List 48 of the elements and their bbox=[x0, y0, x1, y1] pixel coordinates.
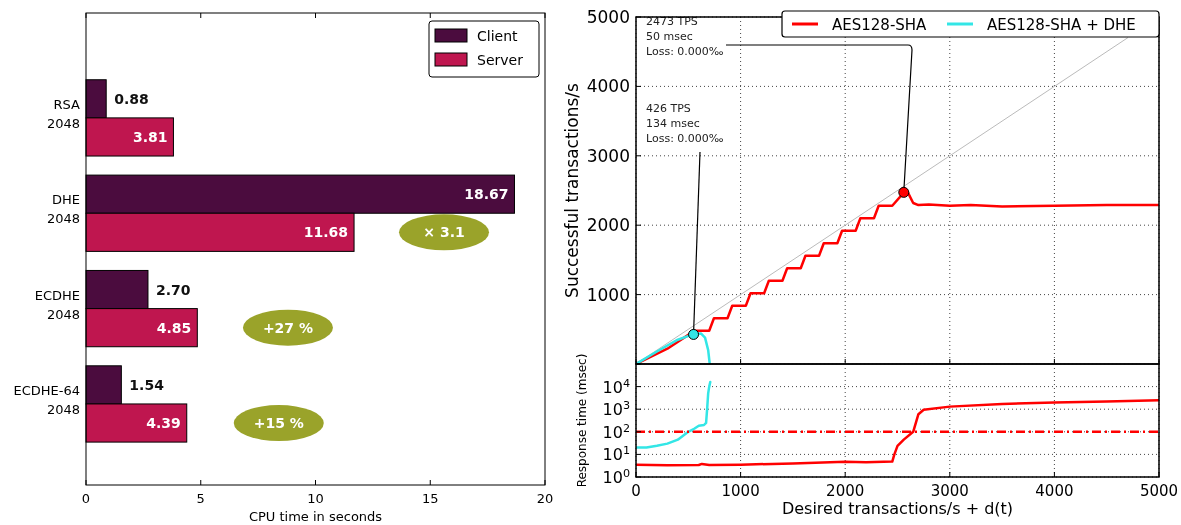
x-axis-title: CPU time in seconds bbox=[248, 509, 383, 524]
x-tick-label: 0 bbox=[81, 491, 91, 506]
x-tick-label: 20 bbox=[536, 491, 554, 506]
y-tick-label: ECDHE-64 2048 bbox=[13, 382, 80, 417]
annotation: 2473 TPS 50 msec Loss: 0.000‰ bbox=[646, 15, 724, 58]
data-label: 3.81 bbox=[132, 128, 168, 145]
x-tick-label: 4000 bbox=[1035, 482, 1074, 500]
legend-label: Client bbox=[477, 28, 519, 44]
x-tick-label: 0 bbox=[631, 482, 641, 500]
data-label: 4.39 bbox=[146, 415, 181, 432]
data-label: 1.54 bbox=[129, 376, 165, 393]
line-series bbox=[636, 380, 712, 449]
y-tick-label: DHE 2048 bbox=[46, 192, 80, 227]
y-tick-label: 2000 bbox=[586, 215, 630, 236]
y-axis-title: Successful transactions/s bbox=[562, 82, 582, 298]
y-tick-label: 1000 bbox=[586, 284, 630, 305]
annotation: 426 TPS 134 msec Loss: 0.000‰ bbox=[646, 102, 724, 145]
y-tick-label: 10$^{1}$ bbox=[602, 443, 630, 465]
x-tick-label: 15 bbox=[421, 491, 439, 506]
y-tick-label: 4000 bbox=[586, 76, 630, 97]
legend-label: AES128-SHA + DHE bbox=[987, 16, 1136, 34]
y-tick-label: 10$^{2}$ bbox=[602, 421, 630, 442]
y-tick-label: ECDHE 2048 bbox=[34, 287, 80, 322]
y-tick-label: 10$^{0}$ bbox=[602, 466, 630, 487]
annotation: × 3.1 bbox=[423, 224, 465, 241]
x-axis-title: Desired transactions/s + d(t) bbox=[781, 499, 1014, 518]
legend-label: Server bbox=[477, 52, 524, 68]
x-tick-label: 5 bbox=[196, 491, 205, 506]
x-tick-label: 3000 bbox=[930, 482, 969, 500]
data-label: 4.85 bbox=[156, 319, 192, 336]
annotation: +15 % bbox=[253, 415, 304, 432]
line-series bbox=[636, 398, 1159, 467]
data-label: 2.70 bbox=[155, 281, 191, 298]
legend-label: AES128-SHA bbox=[832, 16, 928, 34]
y-tick-label: 3000 bbox=[586, 145, 630, 166]
x-tick-label: 1000 bbox=[721, 482, 760, 500]
annotation: +27 % bbox=[262, 319, 314, 336]
y-tick-label: 10$^{3}$ bbox=[602, 398, 630, 420]
x-tick-label: 10 bbox=[307, 491, 324, 506]
y-tick-label: 5000 bbox=[586, 7, 630, 27]
x-tick-label: 5000 bbox=[1139, 482, 1179, 500]
data-label: 18.67 bbox=[464, 186, 509, 203]
data-label: 0.88 bbox=[114, 90, 149, 107]
y-tick-label: RSA 2048 bbox=[46, 96, 81, 131]
y-tick-label: 10$^{4}$ bbox=[602, 376, 630, 397]
x-tick-label: 2000 bbox=[826, 482, 865, 500]
data-label: 11.68 bbox=[303, 224, 349, 241]
y-axis-title: Response time (msec) bbox=[575, 353, 589, 488]
